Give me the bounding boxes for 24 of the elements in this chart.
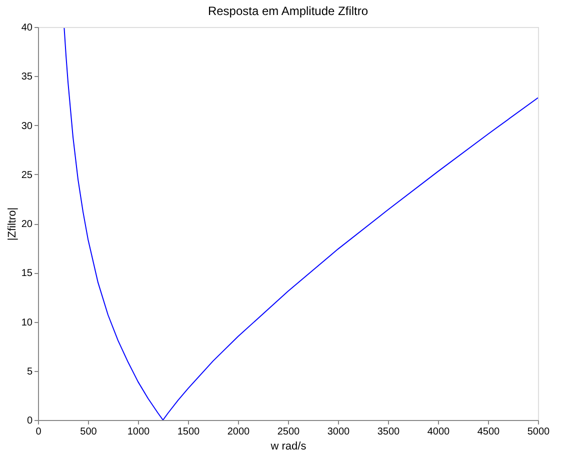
x-tick-label: 0 (36, 426, 42, 438)
x-tick-label: 3000 (327, 426, 350, 438)
y-tick-label: 35 (21, 72, 33, 83)
x-tick-label: 5000 (527, 426, 550, 438)
x-tick-label: 500 (80, 426, 98, 438)
y-tick-label: 10 (21, 317, 33, 328)
y-tick-label: 40 (21, 22, 33, 34)
y-tick-label: 5 (26, 366, 33, 378)
x-tick-label: 2500 (277, 426, 300, 438)
y-tick-label: 15 (21, 268, 33, 280)
x-tick-label: 4000 (427, 426, 450, 438)
x-axis-title: w rad/s (270, 440, 307, 452)
y-tick-label: 25 (21, 170, 33, 181)
x-tick-label: 1500 (177, 426, 200, 438)
y-tick-label: 20 (21, 219, 33, 230)
x-tick-label: 3500 (377, 426, 400, 438)
line-series (64, 27, 538, 420)
chart-title: Resposta em Amplitude Zfiltro (208, 4, 368, 18)
y-tick-label: 0 (26, 416, 33, 426)
x-tick-label: 1000 (127, 426, 150, 438)
y-tick-label: 30 (21, 120, 33, 132)
y-axis-title: |Zfiltro| (6, 207, 18, 241)
x-tick-label: 4500 (477, 426, 500, 438)
x-tick-label: 2000 (227, 426, 250, 438)
